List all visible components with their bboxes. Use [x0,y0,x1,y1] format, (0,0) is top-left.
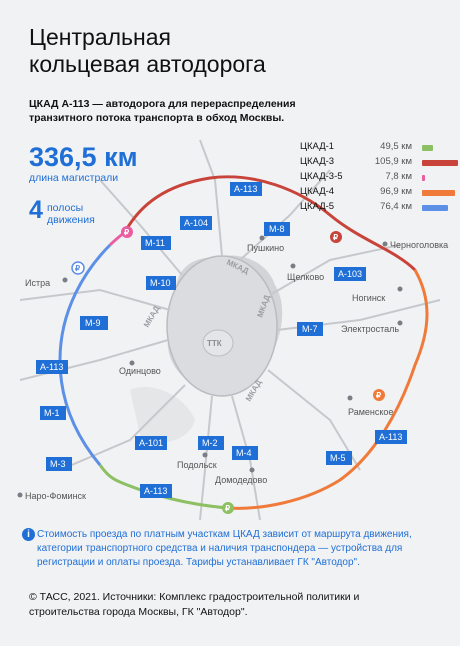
road-badge: М-1 [44,408,60,418]
legend-name: ЦКАД-5 [300,201,335,212]
legend-bar [422,160,458,166]
road-badge: М-3 [50,459,66,469]
info-text: Стоимость проезда по платным участкам ЦК… [37,529,412,568]
mkad-label: МКАД [142,304,162,329]
title-line-2: кольцевая автодорога [29,51,266,77]
green-area-1 [130,386,195,443]
footer-source: © ТАСС, 2021. Источники: Комплекс градос… [29,591,360,618]
svg-text:₽: ₽ [225,504,230,513]
toll-marker-icon [330,231,342,243]
ttk-ring [202,329,234,357]
ckad-5-segment [58,243,112,466]
legend-length: 7,8 км [385,171,412,182]
road-badge: А-113 [234,184,257,194]
svg-text:₽: ₽ [124,228,129,237]
town-label: Подольск [177,460,217,470]
lanes-label-line-1: полосы [47,202,84,214]
info-note: i Стоимость проезда по платным участкам … [22,528,442,570]
legend-bar [422,145,433,151]
length-label: длина магистрали [29,172,119,184]
road-badge: М-7 [302,324,318,334]
info-icon: i [22,528,35,541]
road-badge: М-11 [145,238,165,248]
legend-item: ЦКАД-3 105,9 км [300,156,458,171]
road-badge: А-113 [379,432,402,442]
ckad-1-segment [98,464,229,510]
town-label: Щелково [287,272,324,282]
toll-marker-icon [121,226,133,238]
town-label: Домодедово [215,475,267,485]
legend-name: ЦКАД-1 [300,141,335,152]
legend-item: ЦКАД-4 96,9 км [300,186,455,201]
road-badge: М-5 [330,453,346,463]
towns: Черноголовка Пушкино Щелково Ногинск Эле… [17,235,448,501]
lanes-label: полосы движения [47,202,107,226]
legend-length: 96,9 км [380,186,412,197]
title-line-1: Центральная [29,24,171,50]
road-badge: А-104 [184,218,208,228]
legend: ЦКАД-1 49,5 км ЦКАД-3 105,9 км ЦКАД-3-5 … [300,141,458,216]
svg-text:₽: ₽ [376,391,381,400]
legend-length: 105,9 км [374,156,412,167]
lanes-value: 4 [29,196,43,224]
road-badge: А-113 [144,486,167,496]
page-title: Центральная кольцевая автодорога [29,24,329,78]
svg-text:₽: ₽ [333,233,338,242]
svg-text:₽: ₽ [75,264,80,273]
town-label: Ногинск [352,293,385,303]
road-badge: А-113 [40,362,63,372]
town-label: Раменское [348,407,393,417]
toll-marker-icon [373,389,385,401]
legend-item: ЦКАД-5 76,4 км [300,201,450,216]
legend-name: ЦКАД-4 [300,186,335,197]
road-badge: М-4 [236,448,252,458]
road-badge: М-2 [202,438,218,448]
toll-marker-icon [222,502,234,514]
legend-item: ЦКАД-1 49,5 км [300,141,450,156]
length-value: 336,5 км [29,142,138,172]
legend-bar [422,175,425,181]
toll-marker-icon [71,261,85,275]
ttk-label: ТТК [207,339,222,348]
legend-name: ЦКАД-3-5 [300,171,343,182]
legend-length: 49,5 км [380,141,412,152]
legend-bar [422,190,455,196]
town-label: Пушкино [247,243,284,253]
town-label: Электросталь [341,324,399,334]
town-label: Истра [25,278,50,288]
legend-item: ЦКАД-3-5 7,8 км [300,171,450,186]
town-label: Одинцово [119,366,161,376]
town-label: Наро-Фоминск [25,491,86,501]
road-badges: А-113 А-104 М-8 А-103 М-11 М-10 М-9 М-7 … [36,182,407,498]
town-label: Черноголовка [390,240,448,250]
legend-bar [422,205,448,211]
road-badge: А-101 [139,438,163,448]
legend-length: 76,4 км [380,201,412,212]
toll-markers: ₽ ₽ ₽ ₽ ₽ [71,226,385,514]
legend-name: ЦКАД-3 [300,156,335,167]
mkad-ring [166,255,278,397]
lanes-label-line-2: движения [47,214,95,226]
road-badge: А-103 [338,269,362,279]
road-badge: М-9 [85,318,101,328]
road-badge: М-8 [269,224,285,234]
ckad-3-segment [123,175,417,272]
road-badge: М-10 [150,278,171,288]
subtitle: ЦКАД А-113 — автодорога для перераспреде… [29,98,296,124]
